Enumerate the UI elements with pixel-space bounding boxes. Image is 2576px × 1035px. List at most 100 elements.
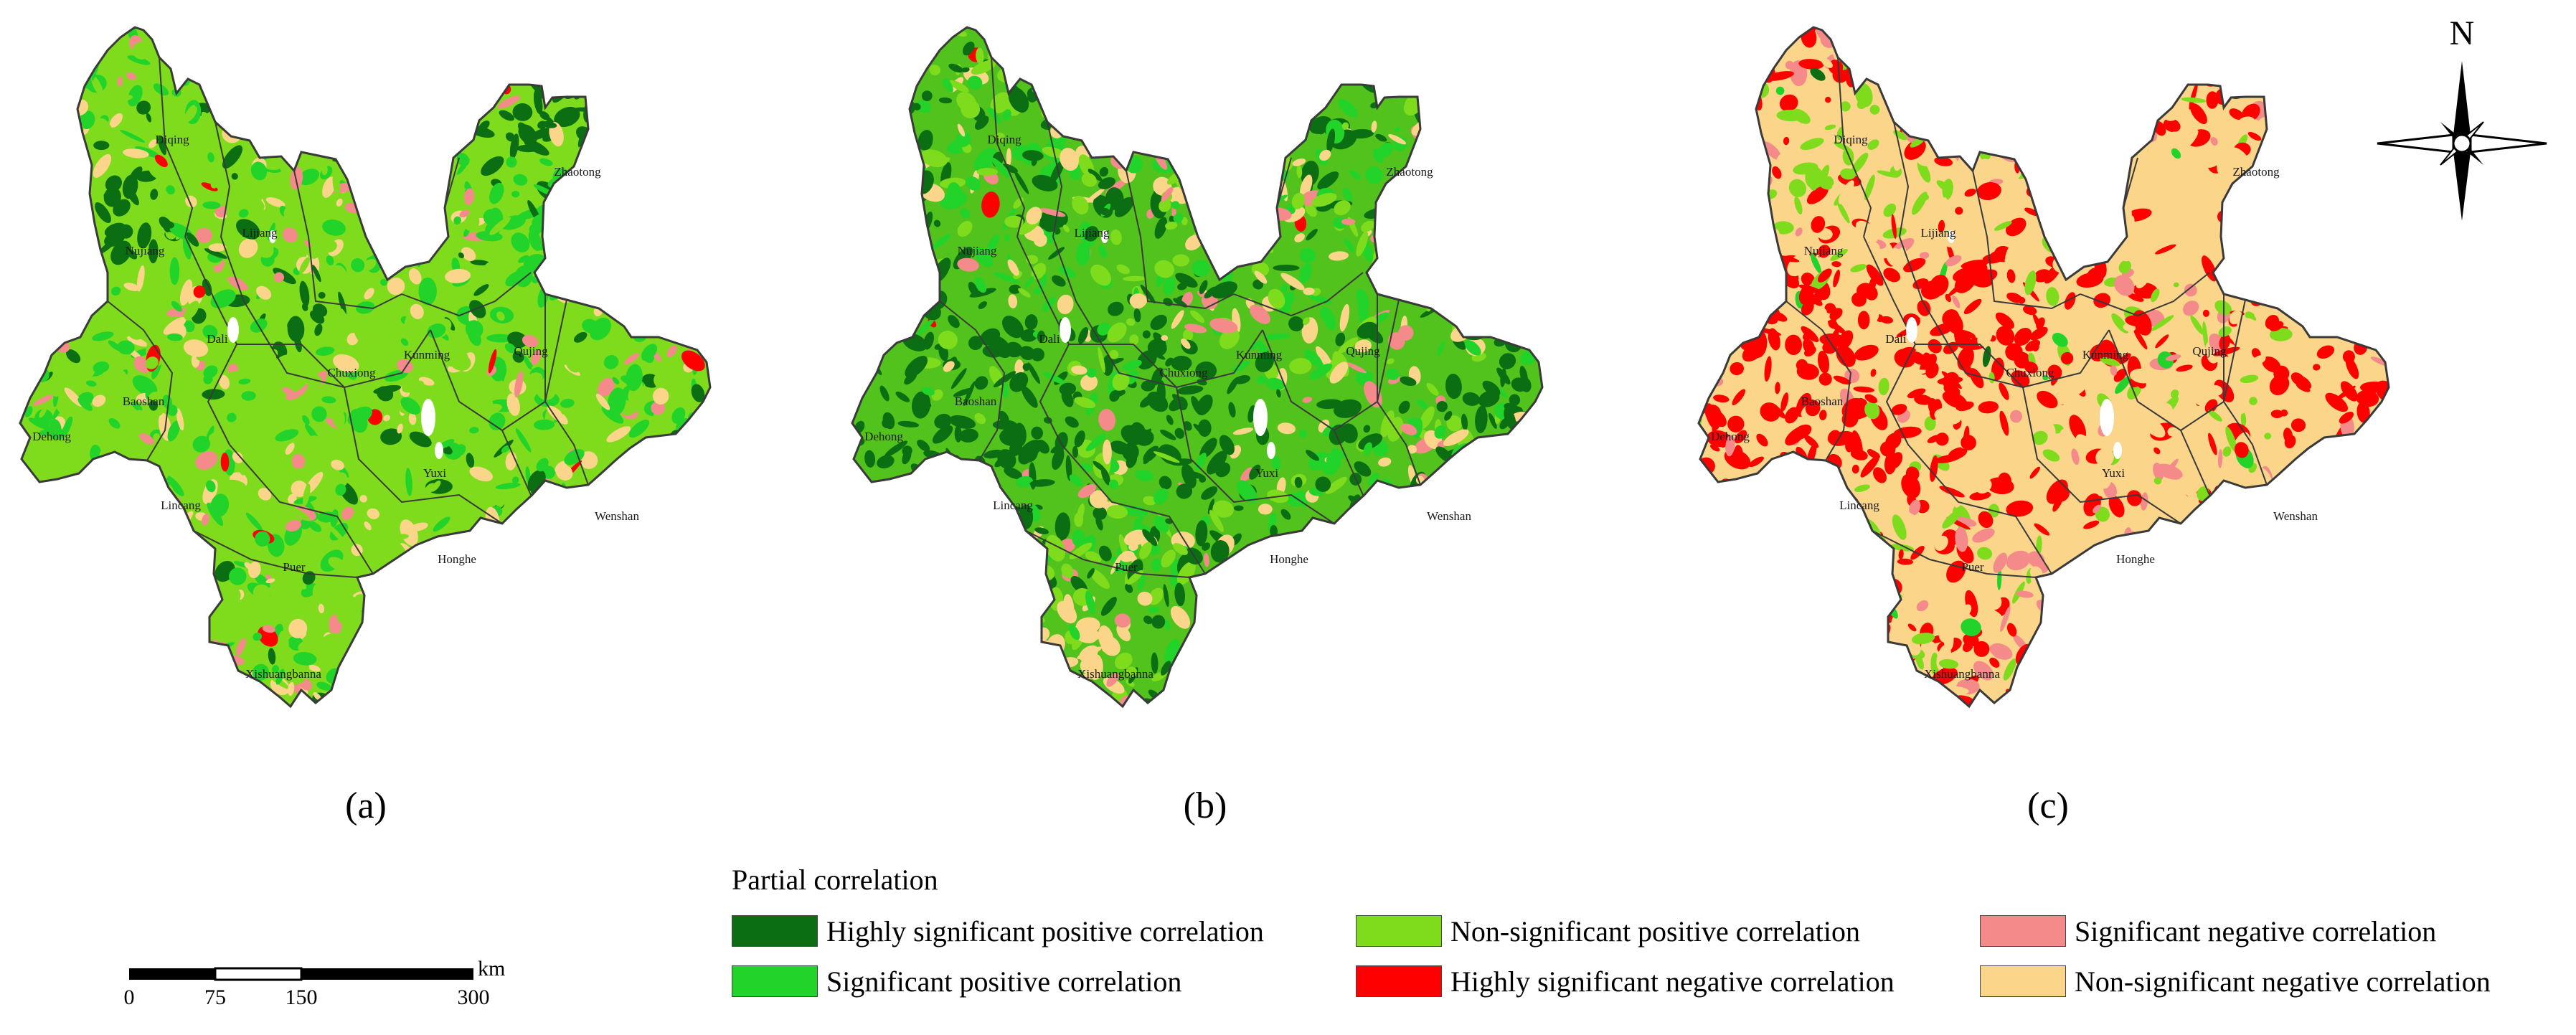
map-patch — [2287, 592, 2311, 605]
map-patch — [1243, 594, 1263, 619]
map-patch — [367, 672, 378, 690]
map-patch — [1340, 580, 1347, 587]
map-patch — [1331, 687, 1348, 706]
map-patch — [1803, 231, 1814, 253]
map-patch — [412, 136, 432, 143]
map-patch — [121, 391, 131, 399]
map-patch — [2356, 439, 2375, 454]
map-patch — [1764, 356, 1772, 382]
map-patch — [526, 693, 539, 704]
map-patch — [895, 492, 902, 503]
map-patch — [1287, 686, 1303, 704]
map-patch — [2389, 422, 2403, 433]
map-patch — [1311, 561, 1323, 570]
map-patch — [377, 27, 397, 32]
map-patch — [2325, 544, 2343, 567]
map-patch — [1002, 109, 1011, 121]
map-patch — [406, 651, 435, 668]
map-patch — [882, 252, 905, 272]
map-patch — [696, 618, 707, 633]
map-patch — [694, 676, 710, 690]
map-patch — [2067, 178, 2078, 189]
map-patch — [1409, 27, 1415, 31]
map-patch — [2065, 669, 2075, 679]
map-patch — [1367, 615, 1381, 628]
map-patch — [433, 516, 450, 532]
map-patch — [2315, 129, 2327, 142]
map-patch — [349, 108, 361, 131]
map-patch — [1327, 617, 1339, 624]
map-patch — [326, 255, 334, 266]
map-patch — [555, 623, 574, 641]
map-patch — [504, 528, 521, 541]
map-patch — [2108, 153, 2122, 181]
region-label: Puer — [1115, 560, 1138, 574]
map-patch — [619, 90, 638, 108]
map-patch — [1737, 29, 1753, 41]
map-patch — [990, 640, 1011, 661]
map-patch — [1496, 367, 1511, 385]
map-patch — [2298, 27, 2311, 29]
map-patch — [961, 67, 970, 72]
map-patch — [2289, 653, 2308, 671]
map-patch — [2194, 587, 2218, 601]
map-patch — [439, 620, 458, 646]
map-patch — [2159, 602, 2169, 619]
map-patch — [1478, 97, 1487, 108]
map-patch — [367, 508, 380, 519]
map-patch — [611, 567, 618, 573]
map-patch — [852, 641, 864, 654]
map-patch — [1852, 63, 1875, 81]
map-patch — [1527, 433, 1540, 448]
map-patch — [1338, 98, 1358, 118]
map-patch — [183, 339, 209, 357]
map-patch — [1250, 643, 1256, 648]
map-patch — [1204, 552, 1209, 567]
map-patch — [1373, 28, 1390, 44]
map-patch — [1974, 417, 1988, 433]
prefecture-border — [193, 530, 358, 578]
map-patch — [2151, 315, 2174, 331]
map-patch — [893, 301, 907, 319]
map-patch — [2132, 511, 2141, 523]
map-patch — [1378, 49, 1391, 62]
map-patch — [1752, 29, 1776, 45]
map-patch — [2070, 477, 2080, 485]
map-patch — [2091, 605, 2107, 630]
map-patch — [1758, 273, 1780, 290]
map-patch — [2060, 130, 2080, 141]
map-patch — [1363, 588, 1374, 595]
map-patch — [671, 27, 687, 30]
map-patch — [111, 689, 123, 706]
map-patch — [1365, 166, 1383, 184]
map-patch — [64, 285, 76, 297]
map-patch — [603, 354, 619, 369]
map-patch — [983, 619, 997, 633]
map-patch — [1699, 704, 1701, 706]
map-patch — [1527, 445, 1533, 469]
map-patch — [1498, 93, 1511, 106]
map-patch — [361, 627, 381, 646]
map-patch — [1029, 577, 1040, 594]
map-patch — [58, 307, 88, 326]
map-patch — [905, 39, 922, 57]
map-patch — [1329, 361, 1349, 384]
map-patch — [638, 630, 647, 640]
map-patch — [670, 128, 683, 153]
map-patch — [1008, 87, 1029, 113]
map-patch — [1472, 164, 1486, 176]
map-patch — [2060, 115, 2073, 143]
map-patch — [511, 191, 520, 198]
map-patch — [2072, 184, 2087, 195]
map-patch — [118, 613, 133, 629]
map-patch — [990, 92, 1011, 114]
map-patch — [359, 495, 367, 503]
region-label: Xishuangbanna — [245, 667, 321, 681]
map-patch — [2105, 195, 2121, 209]
map-patch — [1468, 639, 1487, 656]
map-patch — [940, 706, 949, 714]
map-patch — [2277, 70, 2288, 83]
map-patch — [20, 268, 35, 280]
map-patch — [569, 526, 576, 552]
map-patch — [1699, 276, 1704, 290]
